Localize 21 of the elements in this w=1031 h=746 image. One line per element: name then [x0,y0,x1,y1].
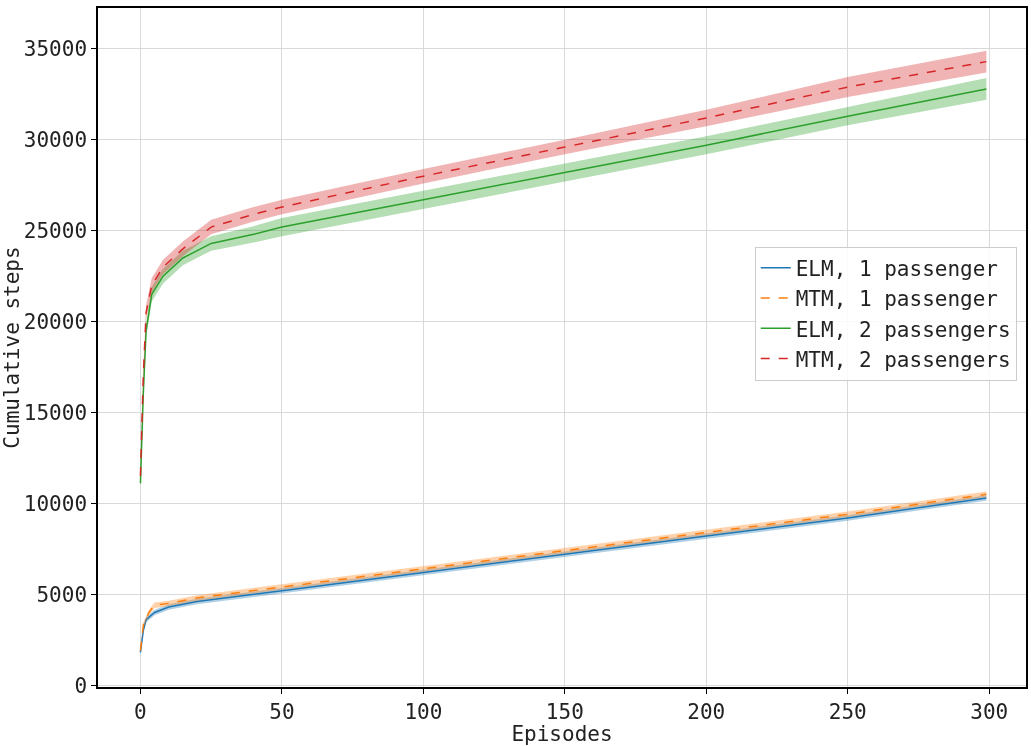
y-tick-label: 25000 [23,219,88,244]
x-tick-label: 100 [404,699,443,724]
y-tick-label: 35000 [23,37,88,62]
x-tick-label: 250 [828,699,867,724]
x-tick-label: 300 [970,699,1009,724]
legend-label: ELM, 1 passenger [795,256,999,281]
x-axis-title: Episodes [511,722,613,746]
x-tick-label: 200 [687,699,726,724]
y-tick-label: 15000 [23,400,88,425]
y-tick-label: 0 [74,673,88,698]
x-tick-label: 0 [134,699,147,724]
y-tick-label: 5000 [36,582,88,607]
x-tick-label: 50 [269,699,295,724]
y-tick-label: 30000 [23,128,88,153]
legend-label: ELM, 2 passengers [795,317,1011,342]
y-tick-label: 20000 [23,309,88,334]
x-tick-label: 150 [545,699,584,724]
legend-label: MTM, 2 passengers [795,347,1011,372]
y-axis-title: Cumulative steps [0,246,24,449]
legend-label: MTM, 1 passenger [795,287,999,312]
y-tick-label: 10000 [23,491,88,516]
